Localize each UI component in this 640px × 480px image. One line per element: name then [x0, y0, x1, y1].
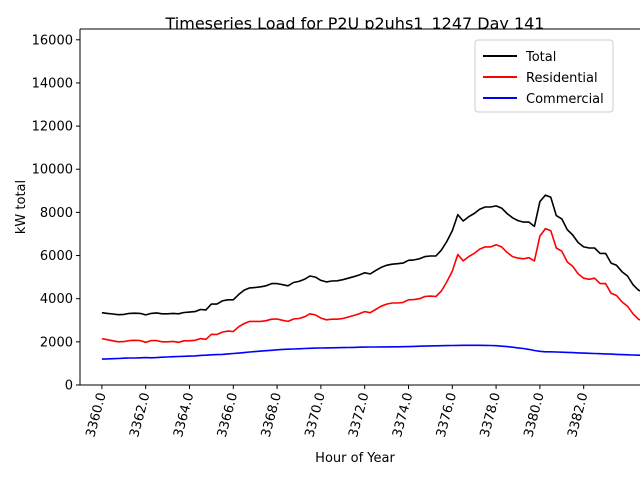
y-axis-label: kW total: [14, 180, 29, 234]
legend-box: [474, 39, 614, 113]
x-tick-label: 3380.0: [521, 391, 547, 439]
y-tick-label: 4000: [40, 292, 73, 307]
x-tick-label: 3368.0: [259, 391, 285, 439]
x-tick-label: 3382.0: [565, 391, 591, 439]
x-tick-label: 3366.0: [215, 391, 241, 439]
legend-label-commercial: Commercial: [526, 92, 604, 107]
y-tick-label: 0: [65, 379, 73, 394]
x-tick-label: 3360.0: [83, 391, 109, 439]
x-axis-label: Hour of Year: [315, 451, 395, 466]
x-tick-label: 3370.0: [302, 391, 328, 439]
y-axis-ticks: 0 2000 4000 6000 8000 10000 12000 14000 16000: [32, 33, 80, 394]
plot-frame: [79, 28, 640, 386]
series-line-residential: [101, 227, 640, 344]
x-tick-label: 3378.0: [478, 391, 504, 439]
y-tick-label: 8000: [40, 206, 73, 221]
x-tick-label: 3372.0: [346, 391, 372, 439]
series-line-commercial: [101, 344, 640, 360]
y-tick-label: 12000: [32, 120, 73, 135]
legend-label-residential: Residential: [526, 71, 598, 86]
y-tick-label: 6000: [40, 249, 73, 264]
y-tick-label: 16000: [32, 33, 73, 48]
series-line-total: [101, 194, 640, 316]
series-layer: [101, 194, 640, 360]
x-tick-label: 3362.0: [127, 391, 153, 439]
legend-label-total: Total: [525, 50, 556, 65]
y-tick-label: 2000: [40, 335, 73, 350]
y-tick-label: 14000: [32, 76, 73, 91]
x-tick-label: 3374.0: [390, 391, 416, 439]
x-tick-label: 3364.0: [171, 391, 197, 439]
x-axis-ticks: 3360.0 3362.0 3364.0 3366.0 3368.0 3370.0 3372…: [83, 385, 592, 439]
y-tick-label: 10000: [32, 163, 73, 178]
x-tick-label: 3376.0: [434, 391, 460, 439]
legend: Total Residential Commercial: [474, 39, 614, 113]
